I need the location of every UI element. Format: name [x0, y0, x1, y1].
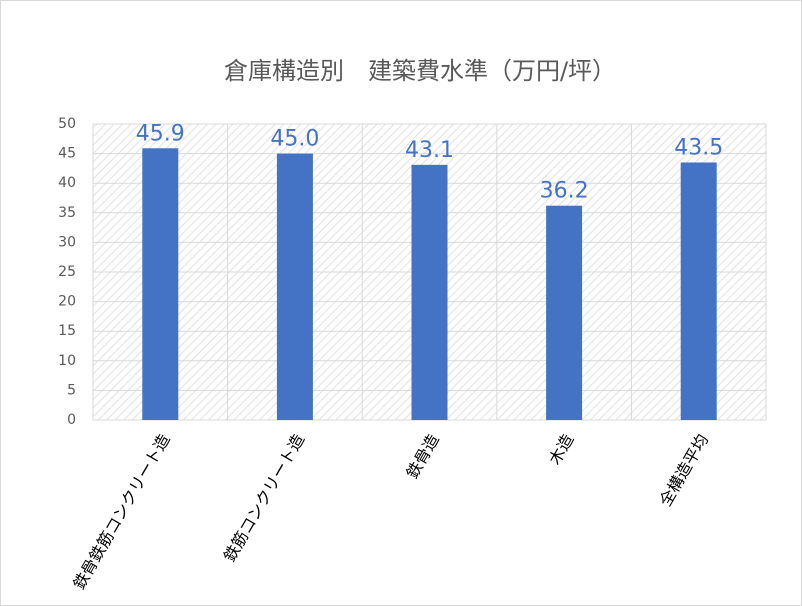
value-label: 43.5 [674, 135, 723, 160]
y-tick-label: 45 [58, 146, 76, 162]
y-tick-label: 40 [58, 175, 76, 191]
y-tick-label: 50 [58, 116, 76, 132]
y-tick-label: 10 [58, 353, 76, 369]
y-tick-label: 25 [58, 264, 76, 280]
y-tick-label: 20 [58, 294, 76, 310]
bar [546, 205, 583, 420]
y-tick-label: 30 [58, 234, 76, 250]
bar [142, 148, 179, 420]
y-tick-label: 0 [67, 412, 76, 428]
value-label: 43.1 [405, 138, 454, 163]
bar [680, 162, 717, 421]
bar [411, 164, 448, 420]
value-label: 45.9 [136, 121, 185, 146]
y-tick-label: 5 [67, 382, 76, 398]
value-label: 36.2 [540, 179, 589, 204]
bar [276, 153, 313, 420]
chart-title: 倉庫構造別 建築費水準（万円/坪） [224, 57, 616, 85]
value-label: 45.0 [270, 127, 319, 152]
y-tick-label: 35 [58, 205, 76, 221]
y-tick-label: 15 [58, 323, 76, 339]
